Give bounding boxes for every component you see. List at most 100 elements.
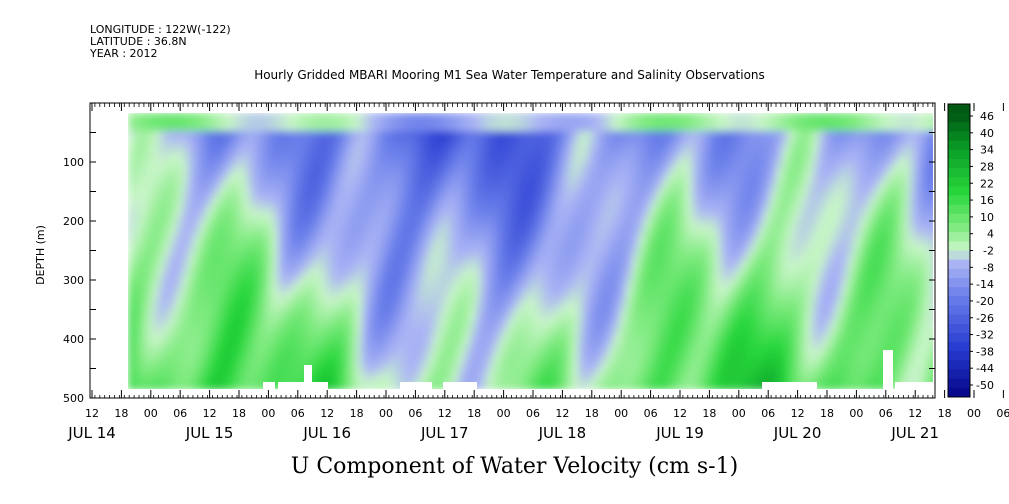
heatmap-cell [698, 185, 705, 192]
heatmap-cell [560, 125, 567, 132]
heatmap-cell [176, 323, 183, 330]
heatmap-cell [182, 311, 189, 318]
heatmap-cell [686, 335, 693, 342]
heatmap-cell [176, 227, 183, 234]
heatmap-cell [686, 149, 693, 156]
heatmap-cell [332, 155, 339, 162]
heatmap-cell [212, 113, 219, 120]
heatmap-cell [350, 179, 357, 186]
heatmap-cell [488, 269, 495, 276]
heatmap-cell [248, 317, 255, 324]
heatmap-cell [776, 167, 783, 174]
heatmap-cell [200, 293, 207, 300]
heatmap-cell [158, 341, 165, 348]
heatmap-cell [416, 131, 423, 138]
heatmap-cell [758, 185, 765, 192]
heatmap-cell [224, 119, 231, 126]
heatmap-cell [770, 167, 777, 174]
heatmap-cell [458, 155, 465, 162]
heatmap-cell [356, 341, 363, 348]
heatmap-cell [440, 335, 447, 342]
heatmap-cell [590, 329, 597, 336]
heatmap-cell [518, 317, 525, 324]
heatmap-cell [458, 305, 465, 312]
heatmap-cell [644, 311, 651, 318]
heatmap-cell [278, 179, 285, 186]
heatmap-cell [464, 305, 471, 312]
heatmap-cell [326, 371, 333, 378]
heatmap-cell [554, 155, 561, 162]
heatmap-cell [296, 275, 303, 282]
heatmap-cell [266, 371, 273, 378]
heatmap-cell [278, 221, 285, 228]
heatmap-cell [506, 353, 513, 360]
heatmap-cell [548, 173, 555, 180]
heatmap-cell [596, 245, 603, 252]
heatmap-cell [650, 143, 657, 150]
heatmap-cell [140, 281, 147, 288]
heatmap-cell [584, 347, 591, 354]
heatmap-cell [434, 227, 441, 234]
heatmap-cell [704, 197, 711, 204]
heatmap-cell [338, 287, 345, 294]
heatmap-cell [338, 293, 345, 300]
heatmap-cell [620, 305, 627, 312]
heatmap-cell [482, 263, 489, 270]
heatmap-cell [332, 365, 339, 372]
heatmap-cell [434, 179, 441, 186]
heatmap-cell [680, 119, 687, 126]
heatmap-cell [428, 335, 435, 342]
heatmap-cell [644, 365, 651, 372]
heatmap-cell [296, 305, 303, 312]
heatmap-cell [674, 137, 681, 144]
heatmap-cell [140, 143, 147, 150]
heatmap-cell [134, 119, 141, 126]
heatmap-cell [248, 365, 255, 372]
heatmap-cell [614, 305, 621, 312]
heatmap-cell [704, 311, 711, 318]
heatmap-cell [428, 173, 435, 180]
heatmap-cell [230, 233, 237, 240]
heatmap-cell [146, 137, 153, 144]
heatmap-cell [254, 359, 261, 366]
heatmap-cell [704, 251, 711, 258]
heatmap-cell [338, 221, 345, 228]
heatmap-cell [518, 203, 525, 210]
heatmap-cell [764, 155, 771, 162]
heatmap-cell [446, 299, 453, 306]
heatmap-cell [578, 149, 585, 156]
heatmap-cell [248, 275, 255, 282]
heatmap-cell [260, 275, 267, 282]
heatmap-cell [254, 269, 261, 276]
heatmap-cell [152, 383, 159, 389]
heatmap-cell [134, 161, 141, 168]
heatmap-cell [746, 185, 753, 192]
heatmap-cell [386, 245, 393, 252]
heatmap-cell [224, 329, 231, 336]
heatmap-cell [464, 227, 471, 234]
heatmap-cell [698, 137, 705, 144]
heatmap-cell [218, 191, 225, 198]
heatmap-cell [392, 191, 399, 198]
heatmap-cell [296, 203, 303, 210]
heatmap-cell [536, 341, 543, 348]
heatmap-cell [140, 239, 147, 246]
heatmap-cell [578, 293, 585, 300]
heatmap-cell [746, 155, 753, 162]
heatmap-cell [392, 365, 399, 372]
heatmap-cell [584, 185, 591, 192]
heatmap-cell [644, 251, 651, 258]
heatmap-cell [278, 287, 285, 294]
heatmap-cell [758, 293, 765, 300]
heatmap-cell [386, 185, 393, 192]
heatmap-cell [554, 293, 561, 300]
heatmap-cell [446, 263, 453, 270]
heatmap-cell [176, 269, 183, 276]
heatmap-cell [386, 191, 393, 198]
heatmap-cell [158, 113, 165, 120]
heatmap-cell [752, 221, 759, 228]
heatmap-cell [722, 119, 729, 126]
heatmap-cell [686, 281, 693, 288]
heatmap-cell [776, 239, 783, 246]
heatmap-cell [266, 155, 273, 162]
